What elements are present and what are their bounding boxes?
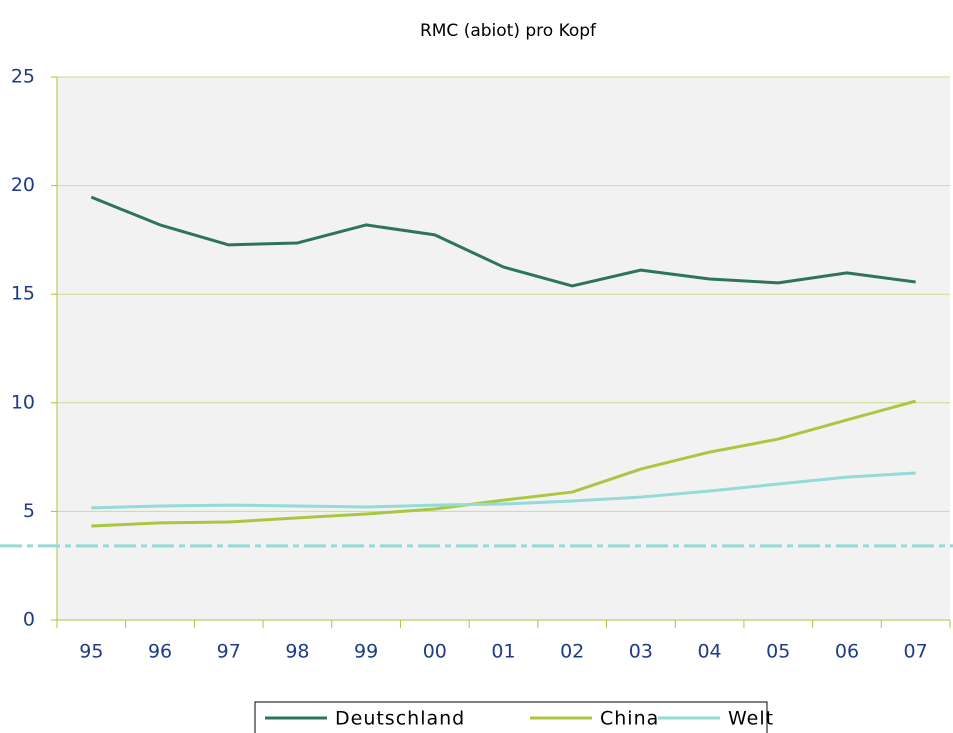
legend-label: Welt (728, 708, 774, 730)
chart-title: RMC (abiot) pro Kopf (420, 21, 597, 41)
x-tick-label: 06 (835, 641, 859, 663)
x-tick-label: 02 (560, 641, 584, 663)
x-tick-label: 98 (285, 641, 309, 663)
series-line (90, 195, 916, 288)
x-tick-label: 00 (423, 641, 447, 663)
y-tick-label: 10 (11, 391, 35, 413)
series-line (91, 471, 916, 510)
legend-label: Deutschland (335, 708, 465, 730)
x-tick-label: 03 (629, 641, 653, 663)
x-tick-label: 01 (491, 641, 515, 663)
x-tick-label: 07 (904, 641, 928, 663)
y-tick-label: 20 (11, 174, 35, 196)
x-tick-label: 97 (217, 641, 241, 663)
x-tick-label: 99 (354, 641, 378, 663)
legend-label: China (600, 708, 659, 730)
y-tick-label: 25 (11, 66, 35, 88)
x-tick-label: 95 (79, 641, 103, 663)
legend: Deutschland China Welt (254, 701, 774, 733)
y-tick-label: 5 (23, 500, 35, 522)
y-tick-label: 0 (23, 609, 35, 631)
series-line (91, 399, 917, 528)
x-tick-label: 04 (697, 641, 721, 663)
plot-area (57, 77, 950, 620)
x-tick-label: 05 (766, 641, 790, 663)
y-tick-label: 15 (11, 283, 35, 305)
x-tick-label: 96 (148, 641, 172, 663)
